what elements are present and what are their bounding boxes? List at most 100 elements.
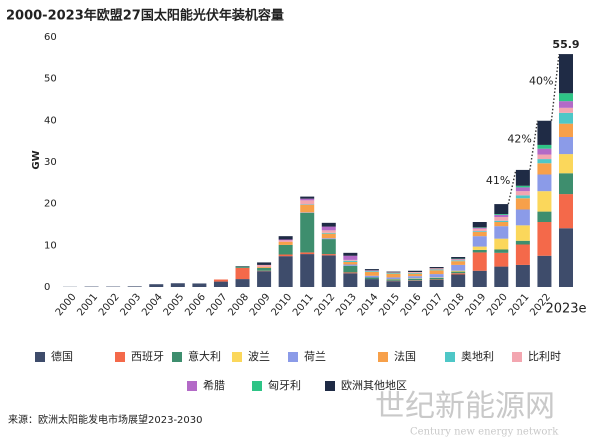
bar-segment (386, 281, 401, 287)
x-tick-label: 2008 (226, 292, 251, 319)
bar-segment (300, 204, 315, 213)
bar-segment (213, 281, 228, 287)
bar-segment (278, 244, 293, 255)
bar-segment (257, 271, 272, 287)
legend-label: 匈牙利 (268, 378, 301, 392)
bar-segment (515, 187, 530, 192)
bar-segment (451, 259, 466, 261)
bar-segment (149, 284, 164, 287)
bar-segment (300, 196, 315, 199)
bar-segment (235, 266, 250, 268)
bar-segment (494, 238, 509, 250)
legend-swatch (445, 352, 455, 362)
dotted-connector (507, 169, 517, 205)
bar-segment (321, 226, 336, 231)
legend-swatch (378, 352, 388, 362)
y-tick-label: 20 (44, 199, 57, 210)
bar-segment (408, 276, 423, 279)
x-tick-label: 2005 (162, 292, 187, 319)
bar-segment (170, 283, 185, 287)
bar-segment (559, 123, 573, 137)
bar-segment (321, 254, 336, 256)
bar-segment (343, 255, 358, 260)
bar-segment (429, 279, 444, 287)
bar-segment (278, 254, 293, 257)
bar-segment (494, 214, 509, 217)
bar-segment (408, 278, 423, 281)
legend-swatch (325, 381, 335, 391)
bar-segment (451, 260, 466, 262)
legend-label: 欧洲其他地区 (341, 379, 407, 392)
bar-segment (364, 279, 379, 287)
bar-segment (537, 144, 552, 149)
bar-segment (278, 236, 293, 240)
bar-segment (429, 277, 444, 280)
bar-segment (278, 239, 293, 241)
x-tick-label: 2016 (399, 292, 424, 319)
bar-segment (300, 254, 315, 287)
legend-label: 法国 (394, 349, 416, 363)
legend-label: 波兰 (248, 350, 270, 363)
bar-segment (386, 271, 401, 273)
bar-segment (537, 255, 552, 287)
bar-segment (429, 267, 444, 269)
legend-label: 德国 (51, 349, 73, 363)
bar-segment (321, 255, 336, 287)
bar-segment (537, 211, 552, 222)
bar-segment (559, 228, 573, 287)
y-tick-label: 40 (44, 115, 57, 126)
bar-segment (559, 107, 573, 113)
bar-segment (300, 200, 315, 205)
x-tick-label: 2013 (334, 292, 359, 319)
bar-segment (408, 273, 423, 277)
bar-segment (451, 271, 466, 274)
bar-segment (559, 112, 573, 124)
annotation: 41% (486, 174, 510, 187)
bar-segment (537, 174, 552, 192)
bar-segment (472, 222, 487, 228)
bar-segment (515, 198, 530, 210)
bar-segment (321, 239, 336, 255)
bar-segment (408, 280, 423, 287)
legend-swatch (288, 352, 298, 362)
bar-segment (257, 264, 272, 267)
bar-segment (515, 209, 530, 226)
bar-segment (257, 267, 272, 268)
bar-segment (515, 244, 530, 265)
bar-segment (386, 273, 401, 278)
bar-segment (408, 272, 423, 274)
y-tick-label: 30 (44, 157, 57, 168)
bar-segment (364, 277, 379, 280)
bar-segment (494, 249, 509, 253)
bar-segment (472, 246, 487, 250)
x-tick-label: 2003 (119, 292, 144, 319)
bar-segment (343, 259, 358, 261)
bar-segment (364, 275, 379, 278)
legend-swatch (252, 381, 262, 391)
bar-segment (494, 217, 509, 221)
bar-segment (494, 252, 509, 267)
bar-segment (537, 191, 552, 212)
y-tick-label: 60 (44, 32, 57, 43)
bar-segment (213, 279, 228, 282)
annotation: 42% (507, 132, 531, 145)
x-tick-label: 2004 (140, 292, 165, 319)
bar-segment (537, 159, 552, 164)
bar-segment (451, 270, 466, 272)
bar-segment (472, 252, 487, 271)
source: 来源：欧洲太阳能发电市场展望2023-2030 (8, 413, 203, 426)
bar-segment (321, 232, 336, 234)
x-tick-label: 2010 (269, 292, 294, 319)
x-tick-label: 2019 (464, 292, 489, 319)
bar-segment (515, 191, 530, 196)
bar-segment (364, 272, 379, 276)
bar-segment (192, 283, 207, 287)
bar-segment (300, 252, 315, 255)
bar-segment (408, 270, 423, 272)
x-tick-label: 2002 (97, 292, 122, 319)
x-tick-label: 2017 (420, 292, 445, 319)
bar-segment (559, 173, 573, 195)
bar-segment (429, 274, 444, 278)
bar-segment (386, 279, 401, 281)
